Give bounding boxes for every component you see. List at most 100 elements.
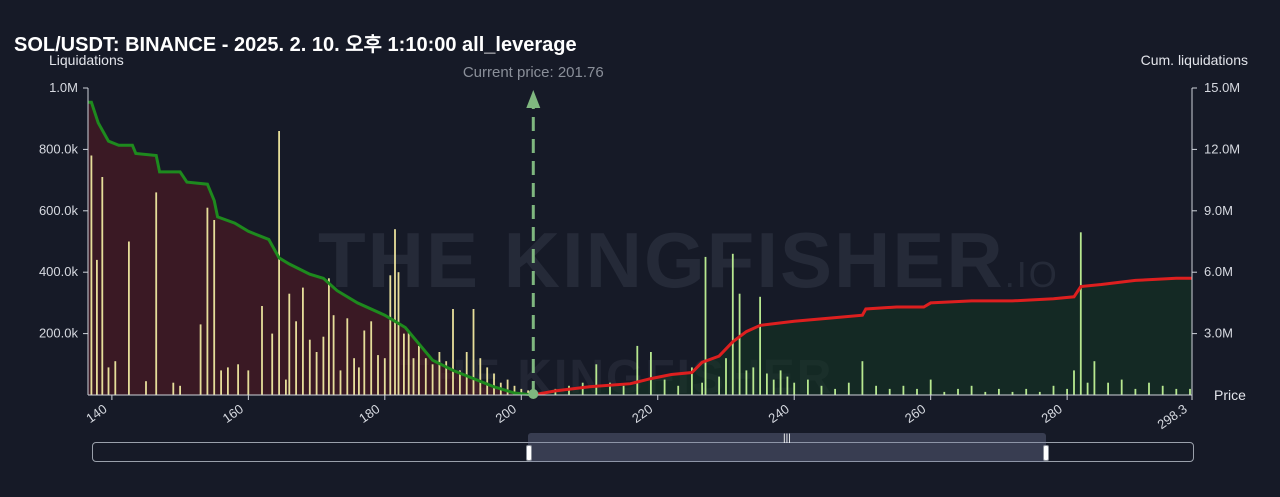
long-liquidation-bar xyxy=(227,367,229,395)
long-liquidation-bar xyxy=(107,367,110,395)
liquidation-chart[interactable]: 1.0M 800.0k 600.0k 400.0k 200.0k 15.0M 12.0M 9.… xyxy=(0,0,1280,440)
cumulative-lines xyxy=(88,100,1192,397)
long-cumulative-area xyxy=(88,102,534,396)
long-liquidation-bar xyxy=(295,321,297,395)
long-liquidation-bar xyxy=(213,220,216,395)
x-axis-title: Price xyxy=(1214,387,1246,403)
current-price-arrow-icon xyxy=(526,90,541,108)
short-liquidation-bar xyxy=(704,256,707,395)
right-axis-tick-label: 9.0M xyxy=(1204,203,1233,218)
short-liquidation-bar xyxy=(1148,382,1150,395)
short-liquidation-bar xyxy=(1134,388,1137,395)
long-liquidation-bar xyxy=(407,330,410,395)
long-liquidation-bar xyxy=(397,272,400,395)
long-liquidation-bar xyxy=(302,287,304,395)
navigator-right-handle[interactable] xyxy=(1043,445,1049,461)
long-liquidation-bar xyxy=(247,370,250,395)
short-liquidation-bar xyxy=(718,376,720,395)
x-axis-tick-label: 180 xyxy=(356,401,382,426)
long-liquidation-bar xyxy=(418,345,420,395)
long-liquidation-bar xyxy=(315,352,318,395)
short-liquidation-bar xyxy=(957,388,959,395)
short-liquidation-bar xyxy=(998,388,1000,395)
short-liquidation-bar xyxy=(701,382,703,395)
left-axis-title: Liquidations xyxy=(49,52,124,68)
long-liquidation-bar xyxy=(101,177,104,395)
long-liquidation-bar xyxy=(179,385,181,395)
short-liquidation-bar xyxy=(622,385,625,395)
long-liquidation-bar xyxy=(363,330,366,395)
long-liquidation-bar xyxy=(308,339,311,395)
short-liquidation-bar xyxy=(943,391,946,395)
left-axis-tick-label: 400.0k xyxy=(39,264,79,279)
long-liquidation-bar xyxy=(199,324,202,395)
short-liquidation-bar xyxy=(1093,361,1096,395)
short-liquidation-bar xyxy=(1011,391,1014,395)
short-liquidation-bar xyxy=(1052,385,1055,395)
short-liquidation-bar xyxy=(1086,382,1089,395)
long-liquidation-bar xyxy=(285,379,287,395)
long-liquidation-bar xyxy=(271,333,274,395)
range-navigator[interactable] xyxy=(92,442,1194,462)
short-liquidation-bar xyxy=(1175,388,1178,395)
short-liquidation-bar xyxy=(793,382,796,395)
short-liquidation-bar xyxy=(609,382,611,395)
short-liquidation-bar xyxy=(786,376,789,395)
long-liquidation-bar xyxy=(145,381,147,395)
short-cumulative-area xyxy=(533,278,1192,395)
long-liquidation-bar xyxy=(220,370,222,395)
short-liquidation-bar xyxy=(636,345,639,395)
navigator-window[interactable] xyxy=(528,433,1046,462)
long-liquidation-bar xyxy=(128,241,130,395)
short-liquidation-bar xyxy=(772,379,775,395)
navigator-grip-icon[interactable]: ||| xyxy=(783,433,791,444)
x-axis-tick-label: 140 xyxy=(83,401,109,426)
long-liquidation-bar xyxy=(383,358,386,395)
short-liquidation-bar xyxy=(847,382,850,395)
short-liquidation-bar xyxy=(1120,379,1123,395)
short-liquidation-bar xyxy=(677,385,680,395)
navigator-left-handle[interactable] xyxy=(526,445,532,461)
short-cumulative-line xyxy=(533,276,1192,397)
right-axis-title: Cum. liquidations xyxy=(1140,52,1248,68)
right-axis-tick-label: 15.0M xyxy=(1204,80,1240,95)
short-liquidation-bar xyxy=(875,385,877,395)
short-liquidation-bar xyxy=(861,361,864,395)
short-liquidation-bar xyxy=(984,391,987,395)
short-liquidation-bar xyxy=(820,385,823,395)
long-liquidation-bar xyxy=(465,352,468,395)
long-liquidation-bar xyxy=(520,388,523,395)
short-liquidation-bar xyxy=(1038,391,1041,395)
short-liquidation-bar xyxy=(745,370,748,395)
long-liquidation-bar xyxy=(445,361,448,395)
short-liquidation-bar xyxy=(1107,382,1109,395)
short-liquidation-bar xyxy=(1189,388,1191,395)
right-axis-tick-label: 6.0M xyxy=(1204,264,1233,279)
current-price-marker: Current price: 201.76 xyxy=(463,64,604,399)
short-liquidation-bar xyxy=(929,379,932,395)
short-liquidation-bar xyxy=(595,364,598,395)
x-axis-tick-label: 240 xyxy=(766,401,792,426)
long-liquidation-bar xyxy=(346,318,349,396)
short-liquidation-bar xyxy=(834,388,836,395)
short-liquidation-bar xyxy=(1079,232,1082,395)
long-liquidation-bar xyxy=(412,358,415,395)
long-liquidation-bar xyxy=(206,207,209,395)
long-liquidation-bar xyxy=(261,306,263,395)
long-liquidation-bar xyxy=(332,315,335,395)
short-liquidation-bar xyxy=(888,388,891,395)
long-liquidation-bar xyxy=(424,358,427,395)
short-liquidation-bar xyxy=(1025,388,1028,395)
short-liquidation-bar xyxy=(766,373,768,395)
long-liquidation-bar xyxy=(278,131,280,395)
long-liquidation-bar xyxy=(96,259,98,395)
right-axis-tick-label: 3.0M xyxy=(1204,326,1233,341)
right-axis-tick-label: 12.0M xyxy=(1204,141,1240,156)
long-liquidation-bar xyxy=(377,355,379,395)
short-liquidation-bar xyxy=(725,358,727,395)
short-liquidation-bar xyxy=(1066,388,1068,395)
short-liquidation-bar xyxy=(916,388,918,395)
long-liquidation-bar xyxy=(431,364,434,395)
long-liquidation-bar xyxy=(479,358,482,395)
short-liquidation-bar xyxy=(1073,370,1075,395)
